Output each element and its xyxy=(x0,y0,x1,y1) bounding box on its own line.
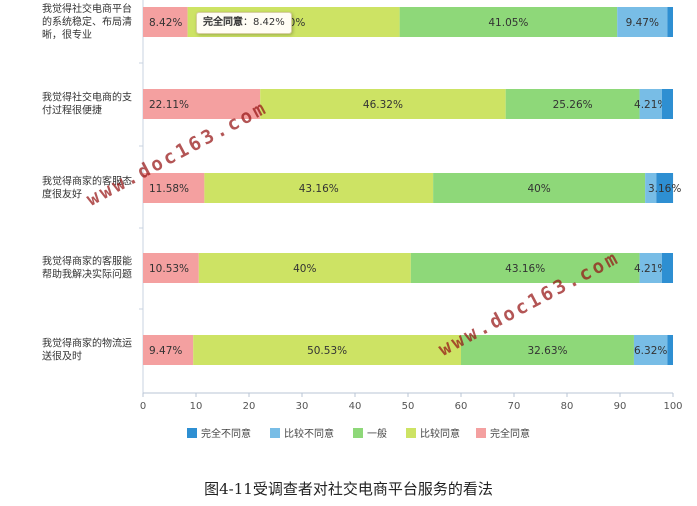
data-label: 6.32% xyxy=(634,345,667,357)
category-label-line: 我觉得商家的物流运 xyxy=(42,337,132,350)
hover-tooltip: 完全同意：8.42% xyxy=(196,12,292,34)
legend-label[interactable]: 一般 xyxy=(367,427,387,440)
bar-segment[interactable] xyxy=(645,173,657,203)
data-label: 8.42% xyxy=(149,17,182,29)
bar-segment[interactable] xyxy=(204,173,434,203)
data-label: 11.58% xyxy=(149,183,189,195)
figure-caption: 图4-11受调查者对社交电商平台服务的看法 xyxy=(204,480,493,498)
bar-segment[interactable] xyxy=(410,253,640,283)
bar-segment[interactable] xyxy=(639,253,662,283)
x-tick-label: 100 xyxy=(663,401,682,412)
category-label-line: 我觉得社交电商的支 xyxy=(42,91,132,104)
category-label-line: 度很友好 xyxy=(42,188,82,201)
x-tick-label: 80 xyxy=(561,401,574,412)
data-label: 3.16% xyxy=(648,183,681,195)
legend-swatch[interactable] xyxy=(406,428,416,438)
legend-label[interactable]: 完全不同意 xyxy=(201,427,251,440)
data-label: 32.63% xyxy=(527,345,567,357)
category-label: 我觉得商家的客服态度很友好 xyxy=(42,175,132,201)
x-tick-label: 90 xyxy=(614,401,627,412)
data-label: 41.05% xyxy=(488,17,528,29)
data-label: 43.16% xyxy=(505,263,545,275)
data-label: 40% xyxy=(293,263,316,275)
category-label-line: 帮助我解决实际问题 xyxy=(42,268,132,281)
bar-segment[interactable] xyxy=(193,335,462,365)
legend-swatch[interactable] xyxy=(187,428,197,438)
x-tick-label: 10 xyxy=(190,401,203,412)
x-tick-label: 30 xyxy=(296,401,309,412)
data-label: 4.21% xyxy=(634,263,667,275)
data-label: 50.53% xyxy=(307,345,347,357)
tooltip-separator: ： xyxy=(243,17,253,28)
chart-axes: 0 10 20 30 40 50 60 70 80 90 100 xyxy=(139,0,683,412)
chart-legend: 完全不同意 比较不同意 一般 比较同意 完全同意 xyxy=(187,427,530,440)
bar-segment[interactable] xyxy=(667,335,673,365)
legend-swatch[interactable] xyxy=(476,428,486,438)
data-label: 4.21% xyxy=(634,99,667,111)
data-label: 25.26% xyxy=(553,99,593,111)
x-tick-label: 50 xyxy=(402,401,415,412)
x-tick-label: 60 xyxy=(455,401,468,412)
bar-segment[interactable] xyxy=(143,253,199,283)
bar-segment[interactable] xyxy=(198,253,411,283)
data-label: 10.53% xyxy=(149,263,189,275)
bar-segment[interactable] xyxy=(143,335,194,365)
bar-segment[interactable] xyxy=(143,173,205,203)
legend-swatch[interactable] xyxy=(270,428,280,438)
bar-segment[interactable] xyxy=(639,89,662,119)
stacked-bar-chart: 0 10 20 30 40 50 60 70 80 90 100 8.42% 40% 41.05% 9.4… xyxy=(42,0,683,440)
category-label-line: 我觉得商家的客服态 xyxy=(42,175,132,188)
category-labels: 我觉得社交电商平台的系统稳定、布局清晰，很专业我觉得社交电商的支付过程很便捷我觉… xyxy=(42,2,132,363)
category-label: 我觉得社交电商的支付过程很便捷 xyxy=(42,91,132,117)
category-label-line: 晰，很专业 xyxy=(42,28,92,41)
data-label: 9.47% xyxy=(626,17,659,29)
bar-segment[interactable] xyxy=(661,89,673,119)
bar-segment[interactable] xyxy=(667,7,673,37)
category-label-line: 我觉得商家的客服能 xyxy=(42,255,132,268)
x-tick-label: 20 xyxy=(243,401,256,412)
category-label: 我觉得商家的客服能帮助我解决实际问题 xyxy=(42,255,132,281)
bar-segment[interactable] xyxy=(260,89,506,119)
legend-label[interactable]: 比较同意 xyxy=(420,427,460,440)
data-label: 9.47% xyxy=(149,345,182,357)
bar-segment[interactable] xyxy=(505,89,640,119)
category-label-line: 我觉得社交电商平台 xyxy=(42,2,132,15)
tooltip-value: 8.42% xyxy=(253,17,285,28)
bar-segment[interactable] xyxy=(661,253,673,283)
tooltip-series: 完全同意 xyxy=(203,17,243,28)
data-label: 46.32% xyxy=(363,99,403,111)
category-label-line: 送很及时 xyxy=(42,350,82,363)
category-label: 我觉得社交电商平台的系统稳定、布局清晰，很专业 xyxy=(42,2,132,41)
bar-segment[interactable] xyxy=(143,7,188,37)
x-tick-label: 70 xyxy=(508,401,521,412)
bar-segment[interactable] xyxy=(461,335,634,365)
bar-segment[interactable] xyxy=(633,335,668,365)
bar-segment[interactable] xyxy=(399,7,618,37)
data-label: 22.11% xyxy=(149,99,189,111)
bar-segment[interactable] xyxy=(656,173,674,203)
legend-label[interactable]: 完全同意 xyxy=(490,427,530,440)
legend-label[interactable]: 比较不同意 xyxy=(284,427,334,440)
bar-segment[interactable] xyxy=(433,173,646,203)
data-label: 43.16% xyxy=(299,183,339,195)
bar-segment[interactable] xyxy=(617,7,668,37)
category-label-line: 的系统稳定、布局清 xyxy=(42,15,132,28)
category-label-line: 付过程很便捷 xyxy=(42,104,102,117)
bar-segment[interactable] xyxy=(143,89,261,119)
legend-swatch[interactable] xyxy=(353,428,363,438)
x-tick-label: 40 xyxy=(349,401,362,412)
bar-segments: 8.42% 40% 41.05% 9.47% 22.11% 46.32% 25.26% 4.2… xyxy=(143,7,681,365)
x-tick-label: 0 xyxy=(140,401,146,412)
category-label: 我觉得商家的物流运送很及时 xyxy=(42,337,132,363)
data-label: 40% xyxy=(527,183,550,195)
